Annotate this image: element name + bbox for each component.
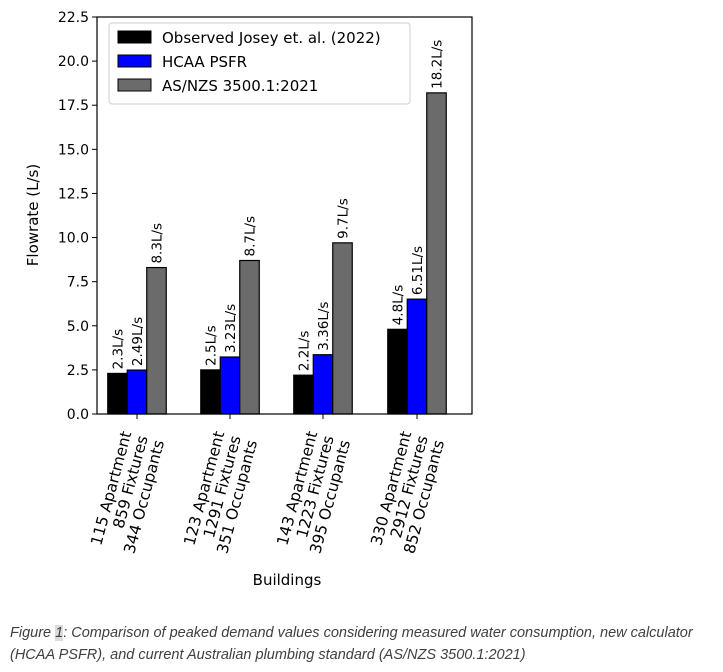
figure-caption: Figure 1: Comparison of peaked demand va… xyxy=(10,622,720,666)
y-tick-label: 12.5 xyxy=(58,186,89,202)
caption-prefix: Figure xyxy=(10,625,56,641)
bar xyxy=(406,298,428,415)
bar-value-label: 2.2L/s xyxy=(297,331,313,372)
bar-value-label: 18.2L/s xyxy=(430,40,446,89)
y-axis: 0.0 2.5 5.0 7.5 10.0 12.5 15.0 17.5 20.0 22.5 xyxy=(58,10,97,423)
bar-value-label: 2.49L/s xyxy=(130,317,146,366)
bar xyxy=(387,328,408,415)
legend-label: HCAA PSFR xyxy=(162,53,247,71)
y-tick-label: 10.0 xyxy=(58,231,89,247)
bars-layer xyxy=(107,92,447,415)
bar-value-label: 4.8L/s xyxy=(391,285,407,326)
bar-labels-layer: 2.3L/s 2.5L/s 2.2L/s 4.8L/s 2.49L/s 3.23L/s 3.… xyxy=(111,40,446,371)
legend-swatch xyxy=(117,78,152,92)
bar-value-label: 3.36L/s xyxy=(316,302,332,351)
bar xyxy=(219,356,241,415)
y-tick-label: 7.5 xyxy=(67,275,89,291)
bar-value-label: 8.3L/s xyxy=(150,223,166,264)
bar-chart: 2.3L/s 2.5L/s 2.2L/s 4.8L/s 2.49L/s 3.23L/s 3.… xyxy=(24,10,473,589)
y-tick-label: 15.0 xyxy=(58,142,89,158)
y-tick-label: 20.0 xyxy=(58,54,89,70)
bar-value-label: 2.3L/s xyxy=(111,329,127,370)
caption-number: 1 xyxy=(55,625,64,641)
bar xyxy=(293,374,314,415)
legend-label: AS/NZS 3500.1:2021 xyxy=(162,77,318,95)
y-axis-label: Flowrate (L/s) xyxy=(24,164,42,266)
bar xyxy=(146,266,167,415)
bar-value-label: 8.7L/s xyxy=(243,216,259,257)
x-axis-label: Buildings xyxy=(253,571,322,589)
bar xyxy=(332,242,353,415)
bar xyxy=(312,354,334,415)
bar-value-label: 9.7L/s xyxy=(336,198,352,239)
bar xyxy=(239,259,260,415)
y-tick-label: 5.0 xyxy=(67,319,89,335)
legend-swatch xyxy=(117,30,152,44)
y-tick-label: 22.5 xyxy=(58,10,89,26)
y-tick-label: 17.5 xyxy=(58,98,89,114)
legend-swatch xyxy=(117,54,152,68)
bar-value-label: 2.5L/s xyxy=(204,325,220,366)
bar xyxy=(126,369,148,415)
legend: Observed Josey et. al. (2022) HCAA PSFR AS… xyxy=(108,22,411,105)
y-tick-label: 0.0 xyxy=(67,407,89,423)
y-tick-label: 2.5 xyxy=(67,363,89,379)
legend-label: Observed Josey et. al. (2022) xyxy=(162,29,381,47)
bar-value-label: 6.51L/s xyxy=(410,246,426,295)
plot-frame xyxy=(96,16,473,415)
caption-text: : Comparison of peaked demand values con… xyxy=(10,625,693,663)
bar xyxy=(107,372,128,415)
bar xyxy=(200,369,221,415)
bar-value-label: 3.23L/s xyxy=(223,304,239,353)
legend-box xyxy=(108,22,411,105)
bar xyxy=(426,92,447,415)
